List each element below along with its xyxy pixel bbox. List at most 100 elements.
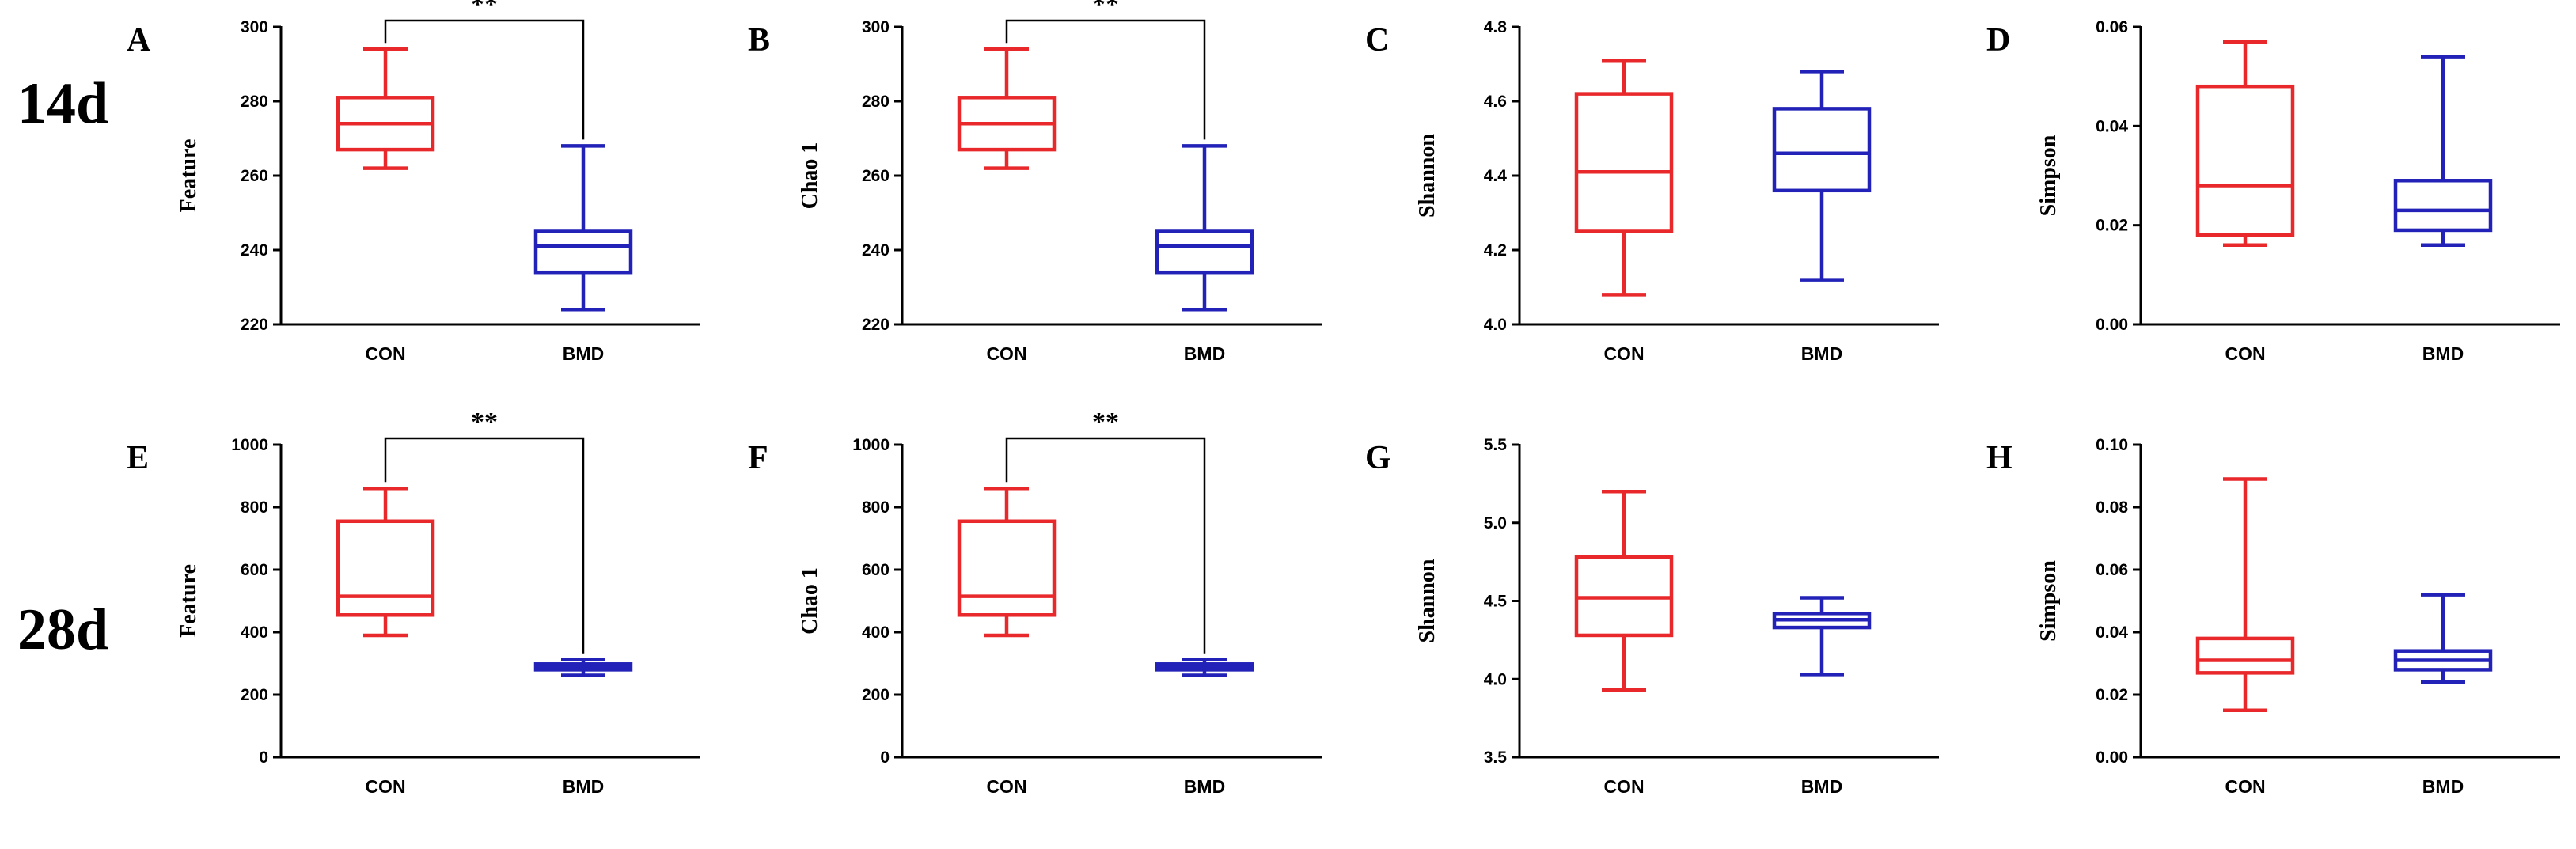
box-iqr [2195,636,2295,675]
y-tick-label: 0.00 [2096,316,2128,334]
y-tick-label: 4.8 [1484,18,1508,36]
box-con [957,487,1057,638]
y-axis-label: Chao 1 [798,567,822,635]
box-iqr [336,519,435,617]
y-axis-label: Simpson [2036,560,2061,642]
x-category-label: CON [365,776,405,797]
y-tick-label: 4.0 [1484,670,1507,688]
y-tick-label: 4.2 [1484,241,1507,260]
x-category-label: BMD [1801,776,1842,797]
box-iqr [1772,107,1872,193]
significance-bracket [1005,19,1206,140]
significance-label: ** [471,407,498,437]
y-tick-label: 4.6 [1484,93,1507,111]
x-category-label: BMD [1801,343,1842,364]
panel-letter: B [748,22,770,59]
y-axis-label: Shannon [1415,559,1440,642]
y-tick-label: 240 [862,241,890,260]
box-bmd [2393,55,2493,247]
x-category-label: CON [2225,343,2265,364]
panel-letter: F [748,440,768,476]
box-con [1574,490,1674,692]
panel-letter: H [1986,440,2013,476]
y-tick-label: 0.06 [2096,18,2128,36]
box-bmd [1155,144,1254,312]
x-category-label: BMD [2422,776,2464,797]
y-tick-label: 0 [880,749,890,767]
significance-bracket [384,437,585,654]
box-bmd [533,144,633,312]
box-iqr [2195,84,2295,237]
box-con [336,487,435,638]
y-axis-label: Shannon [1415,134,1440,218]
box-bmd [2393,593,2493,684]
panel-letter: E [127,440,149,476]
box-iqr [957,519,1057,617]
y-tick-label: 0.04 [2096,623,2128,642]
y-tick-label: 300 [862,18,890,36]
y-tick-label: 0.02 [2096,686,2128,704]
panel-g: G Shannon 3.5 4.0 4.5 5.0 5.5 CON BMD [1365,436,1939,797]
y-tick-label: 220 [241,316,268,334]
y-tick-label: 5.0 [1484,514,1507,533]
y-tick-label: 3.5 [1484,749,1508,767]
significance-label: ** [1092,0,1119,19]
x-category-label: CON [1603,343,1644,364]
y-axis-label: Chao 1 [798,142,822,210]
panel-a: A Feature 220 240 260 280 300 CON BMD ** [127,0,700,364]
y-tick-label: 300 [241,18,268,36]
significance-label: ** [1092,407,1119,437]
box-con [336,47,435,170]
panel-e: E Feature 0 200 400 600 800 1000 CON BMD ** [127,407,700,797]
box-bmd [1772,70,1872,282]
box-iqr [2393,179,2493,233]
y-tick-label: 4.5 [1484,593,1508,611]
x-category-label: BMD [2422,343,2464,364]
x-category-label: BMD [563,776,604,797]
panel-c: C Shannon 4.0 4.2 4.4 4.6 4.8 CON BMD [1365,18,1939,364]
row-label-14d: 14d [17,71,108,136]
y-tick-label: 400 [241,623,268,642]
y-tick-label: 200 [241,686,268,704]
row-label-28d: 28d [17,597,108,662]
y-tick-label: 0.10 [2096,436,2128,454]
y-tick-label: 280 [241,93,268,111]
x-category-label: CON [2225,776,2265,797]
y-tick-label: 0.00 [2096,749,2128,767]
box-bmd [1155,658,1254,677]
y-tick-label: 0 [259,749,268,767]
y-axis-label: Feature [176,564,201,638]
significance-bracket [1005,437,1206,654]
box-bmd [1772,596,1872,677]
panel-letter: C [1365,22,1389,59]
y-tick-label: 220 [862,316,890,334]
y-axis-label: Simpson [2036,135,2061,216]
y-tick-label: 280 [862,93,890,111]
y-tick-label: 800 [862,498,890,517]
x-category-label: CON [365,343,405,364]
y-tick-label: 600 [241,561,268,579]
x-category-label: BMD [1184,776,1225,797]
y-tick-label: 1000 [852,436,890,454]
y-tick-label: 260 [241,167,268,185]
y-axis-label: Feature [176,139,201,213]
x-category-label: CON [1603,776,1644,797]
box-iqr [1155,229,1254,275]
y-tick-label: 600 [862,561,890,579]
y-tick-label: 0.08 [2096,498,2128,517]
box-iqr [533,229,633,275]
y-tick-label: 4.4 [1484,167,1508,185]
significance-bracket [384,19,585,140]
panel-b: B Chao 1 220 240 260 280 300 CON BMD ** [748,0,1322,364]
box-con [2195,40,2295,247]
panels: A Feature 220 240 260 280 300 CON BMD ** B Chao 1 22… [127,0,2560,797]
y-tick-label: 400 [862,623,890,642]
y-tick-label: 800 [241,498,268,517]
y-tick-label: 0.04 [2096,117,2128,135]
y-tick-label: 200 [862,686,890,704]
y-tick-label: 260 [862,167,890,185]
box-bmd [533,658,633,677]
y-tick-label: 0.02 [2096,217,2128,235]
panel-d: D Simpson 0.00 0.02 0.04 0.06 CON BMD [1986,18,2560,364]
panel-letter: A [127,22,151,59]
